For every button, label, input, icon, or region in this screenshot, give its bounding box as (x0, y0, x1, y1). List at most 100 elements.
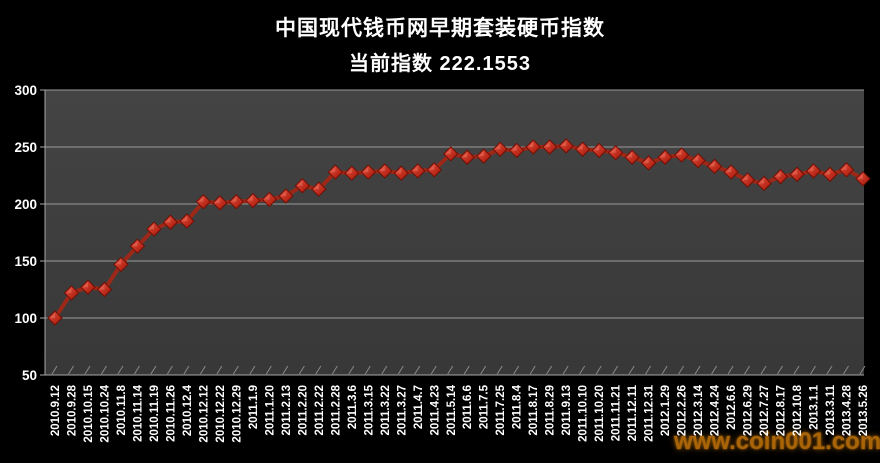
x-axis-tick (843, 365, 849, 375)
data-point-highlight (165, 217, 171, 223)
data-point (574, 141, 591, 157)
data-point-highlight (379, 165, 385, 171)
x-axis-label: 2012.7.27 (759, 385, 771, 436)
data-point-highlight (577, 144, 583, 150)
x-axis-tick (826, 365, 833, 375)
x-axis-label: 2012.10.8 (792, 384, 804, 436)
data-point (706, 158, 723, 175)
y-axis-label: 200 (14, 197, 37, 212)
x-axis-label: 2011.2.20 (297, 385, 309, 436)
x-axis-tick (744, 365, 750, 375)
data-point (47, 310, 63, 326)
data-point (525, 139, 541, 155)
data-point-highlight (594, 145, 600, 151)
x-axis-label: 2010.12.4 (182, 384, 194, 436)
x-axis-tick (777, 365, 783, 375)
data-point-highlight (610, 147, 616, 153)
data-point-highlight (66, 287, 72, 293)
data-point-highlight (478, 151, 484, 157)
data-point (278, 188, 294, 204)
data-point (739, 172, 756, 188)
chart-subtitle: 当前指数 222.1553 (349, 53, 531, 75)
data-point-highlight (429, 164, 435, 170)
data-point (541, 139, 558, 155)
data-point (805, 163, 822, 179)
data-point (723, 164, 739, 180)
x-axis-label: 2011.7.25 (495, 384, 507, 435)
x-axis-tick (397, 365, 404, 375)
x-axis-label: 2011.8.29 (545, 385, 557, 436)
x-axis-label: 2011.10.10 (578, 385, 590, 442)
data-point-highlight (462, 152, 468, 158)
data-point-highlight (660, 152, 666, 158)
data-point (509, 142, 525, 159)
x-axis-label: 2011.2.13 (281, 385, 293, 436)
data-point-highlight (247, 195, 253, 201)
x-axis-label: 2010.9.12 (50, 385, 62, 436)
x-axis-tick (628, 365, 635, 375)
x-axis-label: 2010.11.8 (116, 384, 128, 435)
x-axis-tick (134, 365, 140, 375)
x-axis-tick (167, 365, 173, 375)
x-axis-tick (496, 365, 503, 375)
data-point-highlight (198, 196, 204, 202)
data-point-highlight (676, 149, 682, 155)
x-axis-label: 2011.1.20 (264, 385, 276, 436)
x-axis-label: 2012.3.14 (693, 384, 705, 436)
data-point (756, 175, 772, 192)
x-axis-label: 2011.3.27 (396, 385, 408, 436)
data-point-highlight (561, 140, 567, 146)
x-axis-tick (529, 365, 536, 375)
data-point-highlight (313, 184, 319, 190)
data-point (146, 221, 162, 237)
x-axis-tick (331, 365, 338, 375)
data-point-highlight (825, 169, 831, 175)
x-axis-tick (579, 365, 586, 375)
data-point-highlight (115, 259, 121, 265)
data-point-highlight (396, 168, 402, 174)
x-axis-tick (315, 365, 322, 375)
x-axis-label: 2011.3.6 (347, 385, 359, 429)
x-axis-tick (430, 365, 437, 375)
plot-area (45, 90, 864, 375)
y-axis-label: 250 (14, 140, 37, 155)
x-axis-label: 2011.2.28 (330, 384, 342, 435)
data-point-highlight (792, 169, 798, 175)
data-point (179, 213, 195, 229)
x-axis-label: 2011.4.7 (413, 385, 425, 429)
x-axis-label: 2011.4.23 (429, 385, 441, 436)
data-point (822, 166, 838, 183)
data-point (476, 148, 492, 164)
data-point-highlight (495, 144, 501, 150)
data-point (212, 195, 228, 211)
x-axis-tick (562, 365, 569, 375)
data-point (772, 168, 789, 185)
data-point-highlight (148, 224, 154, 230)
x-axis-tick (480, 365, 487, 375)
x-axis-tick (661, 365, 668, 375)
data-point-highlight (363, 167, 369, 173)
data-point-highlight (214, 197, 220, 203)
data-point-highlight (775, 171, 781, 177)
data-point (162, 214, 179, 230)
data-point (245, 192, 261, 209)
data-point (607, 144, 624, 161)
x-axis-label: 2012.1.29 (660, 385, 672, 436)
x-axis-label: 2012.2.26 (677, 385, 689, 436)
x-axis-tick (68, 365, 74, 375)
x-axis-tick (216, 365, 223, 375)
data-point (855, 171, 871, 187)
x-axis-tick (414, 365, 421, 375)
x-axis-label: 2011.9.13 (561, 385, 573, 436)
data-point-highlight (858, 173, 863, 179)
x-axis-label: 2011.3.15 (363, 384, 375, 435)
x-axis-tick (711, 365, 718, 375)
data-point (492, 141, 508, 157)
x-axis-label: 2011.2.22 (314, 385, 326, 436)
data-point-highlight (181, 216, 187, 222)
x-axis-label: 2011.12.31 (644, 384, 656, 442)
x-axis-label: 2011.12.11 (627, 384, 639, 441)
data-point-highlight (264, 194, 270, 200)
